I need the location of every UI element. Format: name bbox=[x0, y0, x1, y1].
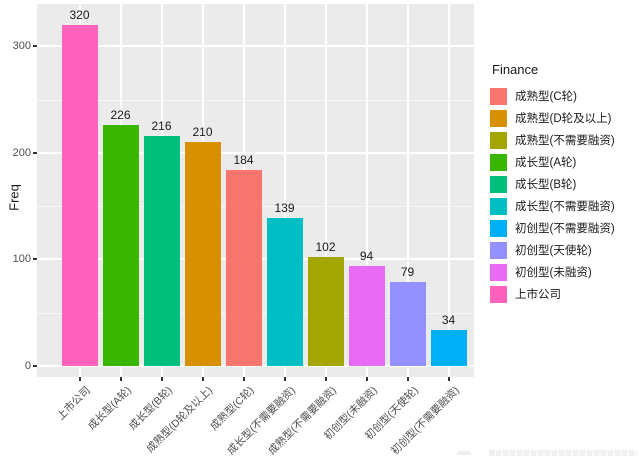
legend-item-label: 成熟型(C轮) bbox=[515, 91, 577, 103]
gridline-vertical bbox=[447, 4, 450, 377]
legend-item: 成长型(B轮) bbox=[490, 173, 640, 195]
x-tick-mark bbox=[160, 377, 163, 381]
legend: Finance 成熟型(C轮) 成熟型(D轮及以上) 成熟型(不需要融资) 成长型(A… bbox=[490, 62, 640, 305]
y-tick-mark bbox=[33, 258, 37, 261]
bar-value-label: 184 bbox=[233, 152, 254, 167]
legend-item-label: 成长型(不需要融资) bbox=[515, 201, 615, 213]
bar bbox=[348, 265, 385, 366]
bar bbox=[143, 135, 180, 366]
legend-swatch bbox=[490, 109, 507, 127]
legend-item-label: 成熟型(D轮及以上) bbox=[515, 113, 612, 125]
x-tick-mark bbox=[447, 377, 450, 381]
gridline-vertical bbox=[324, 4, 327, 377]
legend-swatch bbox=[490, 219, 507, 237]
plot-panel bbox=[37, 4, 474, 377]
y-axis-title: Freq bbox=[6, 184, 22, 211]
legend-item-label: 成长型(B轮) bbox=[515, 179, 577, 191]
legend-swatch bbox=[490, 153, 507, 171]
watermark-text bbox=[489, 450, 637, 456]
legend-item-label: 初创型(天使轮) bbox=[515, 245, 592, 257]
y-tick-mark bbox=[33, 151, 37, 154]
bar bbox=[430, 329, 467, 366]
legend-item-label: 上市公司 bbox=[515, 289, 561, 301]
y-tick-mark bbox=[33, 45, 37, 48]
gridline-major bbox=[37, 151, 474, 154]
y-tick-label: 0 bbox=[24, 360, 31, 372]
y-tick-mark bbox=[33, 365, 37, 367]
bar bbox=[266, 217, 303, 366]
legend-item: 成熟型(C轮) bbox=[490, 85, 640, 107]
gridline-major bbox=[37, 45, 474, 48]
legend-title: Finance bbox=[492, 62, 539, 77]
gridline-vertical bbox=[365, 4, 368, 377]
legend-item: 成熟型(不需要融资) bbox=[490, 129, 640, 151]
watermark bbox=[457, 449, 638, 458]
y-tick-label: 100 bbox=[12, 253, 31, 266]
gridline-minor bbox=[37, 99, 474, 101]
legend-swatch bbox=[490, 263, 507, 281]
legend-swatch bbox=[490, 241, 507, 259]
legend-item: 初创型(不需要融资) bbox=[490, 217, 640, 239]
legend-items: 成熟型(C轮) 成熟型(D轮及以上) 成熟型(不需要融资) 成长型(A轮) 成长型(B轮… bbox=[490, 85, 640, 305]
bar-value-label: 79 bbox=[400, 264, 415, 279]
bar bbox=[102, 125, 139, 366]
bar-value-label: 94 bbox=[359, 248, 374, 263]
legend-swatch bbox=[490, 285, 507, 303]
bar-value-label: 216 bbox=[151, 118, 172, 133]
legend-swatch bbox=[490, 131, 507, 149]
legend-item: 初创型(未融资) bbox=[490, 261, 640, 283]
legend-item-label: 成长型(A轮) bbox=[515, 157, 577, 169]
y-tick-label: 200 bbox=[12, 146, 31, 159]
bar-value-label: 139 bbox=[274, 200, 295, 215]
legend-swatch bbox=[490, 197, 507, 215]
x-tick-mark bbox=[365, 377, 368, 381]
legend-item-label: 初创型(不需要融资) bbox=[515, 223, 615, 235]
legend-swatch bbox=[490, 87, 507, 105]
bar-value-label: 102 bbox=[315, 240, 336, 255]
watermark-logo bbox=[457, 451, 471, 455]
x-tick-mark bbox=[78, 377, 81, 381]
x-tick-mark bbox=[242, 377, 245, 381]
gridline-vertical bbox=[283, 4, 286, 377]
x-axis-label-text: 上市公司 bbox=[54, 384, 93, 423]
legend-item: 成长型(不需要融资) bbox=[490, 195, 640, 217]
x-tick-mark bbox=[201, 377, 204, 381]
bar-value-label: 210 bbox=[192, 125, 213, 140]
x-tick-mark bbox=[119, 377, 122, 381]
bar bbox=[184, 142, 221, 366]
gridline-vertical bbox=[406, 4, 409, 377]
bar bbox=[225, 169, 262, 366]
bar bbox=[61, 25, 98, 366]
legend-item: 成长型(A轮) bbox=[490, 151, 640, 173]
x-tick-mark bbox=[406, 377, 409, 381]
legend-item: 初创型(天使轮) bbox=[490, 239, 640, 261]
bar-value-label: 226 bbox=[110, 108, 131, 123]
bar bbox=[307, 257, 344, 366]
x-tick-mark bbox=[283, 377, 286, 381]
bar bbox=[389, 281, 426, 366]
gridline-major bbox=[37, 365, 474, 367]
legend-item-label: 初创型(未融资) bbox=[515, 267, 592, 279]
y-tick-label: 300 bbox=[12, 40, 31, 53]
x-tick-mark bbox=[324, 377, 327, 381]
bar-value-label: 320 bbox=[69, 8, 90, 22]
legend-swatch bbox=[490, 175, 507, 193]
legend-item: 成熟型(D轮及以上) bbox=[490, 107, 640, 129]
legend-item: 上市公司 bbox=[490, 283, 640, 305]
bar-value-label: 34 bbox=[441, 312, 456, 327]
legend-item-label: 成熟型(不需要融资) bbox=[515, 135, 615, 147]
